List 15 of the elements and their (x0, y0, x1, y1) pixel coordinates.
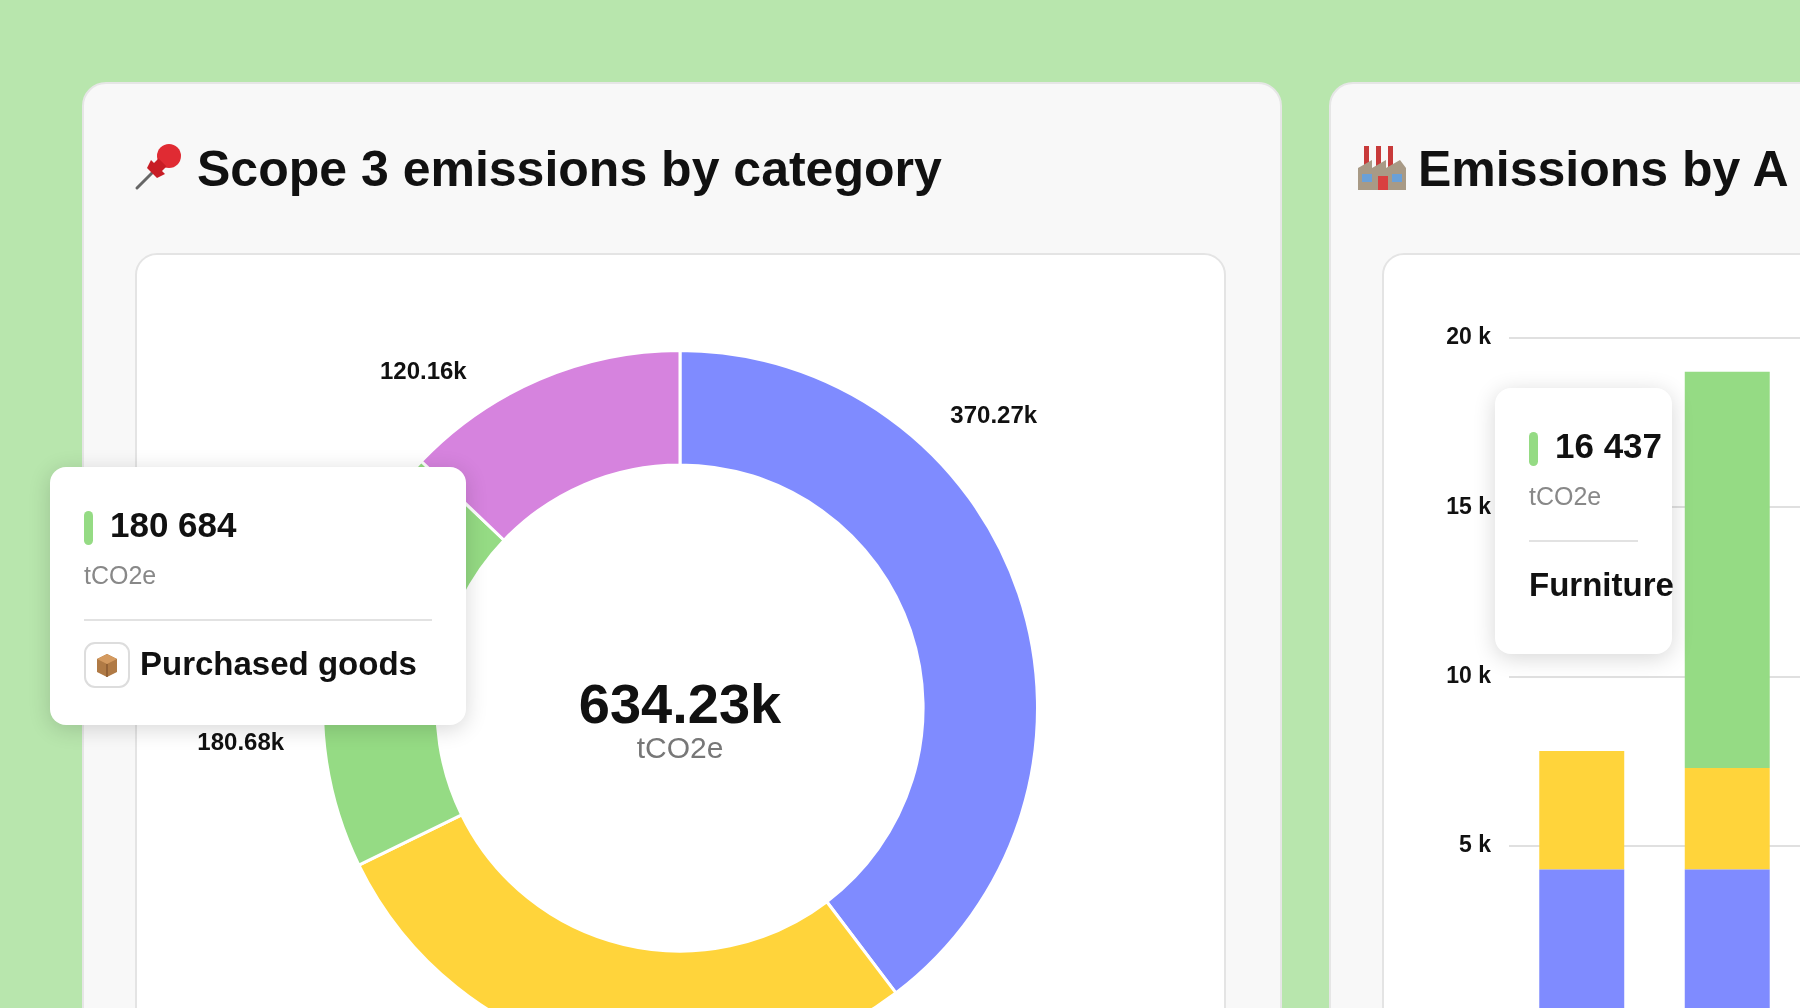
data-label: 120.16k (379, 357, 468, 385)
bar (1684, 371, 1770, 768)
chart-title: Emissions by A (1418, 140, 1789, 198)
annotation: tCO2e (1529, 482, 1602, 511)
y-tick-label: 10 k (1446, 661, 1492, 688)
annotation: Furniture (1529, 566, 1674, 604)
chart-title: Scope 3 emissions by category (197, 140, 942, 198)
tooltip-card: 16 437 tCO2e Furniture (1495, 388, 1672, 654)
y-tick-label: 15 k (1446, 492, 1492, 519)
y-tick-label: 20 k (1446, 323, 1492, 350)
y-tick-label: 5 k (1459, 831, 1492, 858)
data-label: 180.68k (197, 728, 285, 756)
data-label: 370.27k (950, 401, 1038, 429)
tooltip-card: 180 684 tCO2e Purchased goods (50, 467, 466, 725)
annotation: 16 437 (1555, 426, 1663, 466)
